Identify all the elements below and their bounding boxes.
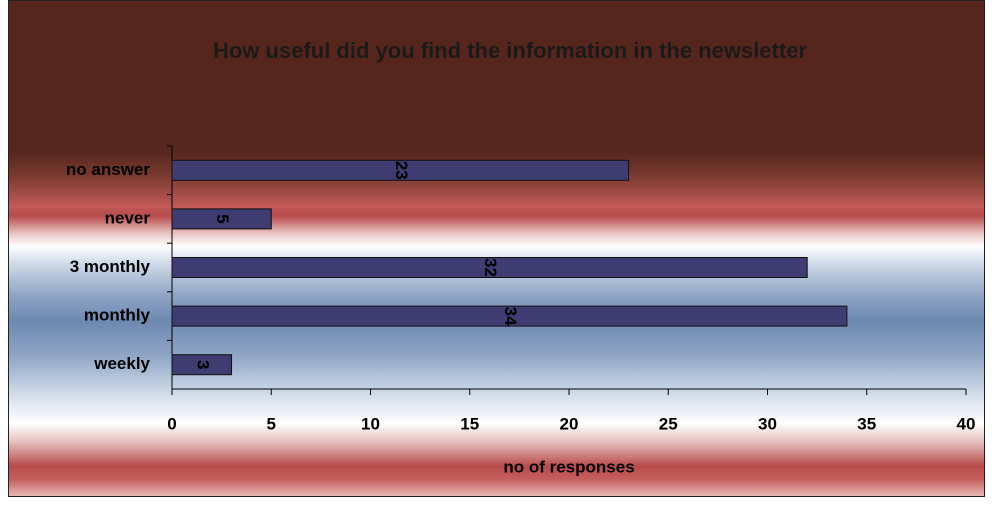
x-tick-label: 35	[857, 414, 876, 433]
x-axis-label: no of responses	[503, 457, 634, 476]
chart-title: How useful did you find the information …	[212, 38, 807, 63]
data-label: 5	[213, 214, 232, 223]
bar	[171, 354, 233, 376]
bar	[171, 208, 272, 230]
data-label: 3	[193, 360, 212, 369]
x-tick-label: 0	[167, 414, 176, 433]
y-tick-label: no answer	[66, 160, 150, 179]
bar	[171, 305, 848, 327]
y-tick-label: monthly	[84, 306, 151, 325]
data-label: 23	[392, 161, 411, 180]
x-tick-label: 40	[957, 414, 976, 433]
bar	[171, 257, 808, 278]
chart-background	[8, 0, 985, 497]
y-tick-label: 3 monthly	[70, 257, 151, 276]
x-tick-label: 5	[267, 414, 276, 433]
x-tick-label: 20	[560, 414, 579, 433]
y-tick-label: never	[105, 208, 151, 227]
data-label: 34	[501, 307, 520, 326]
data-label: 32	[481, 258, 500, 277]
y-tick-label: weekly	[93, 354, 150, 373]
x-tick-label: 30	[758, 414, 777, 433]
x-tick-label: 15	[460, 414, 479, 433]
x-tick-label: 10	[361, 414, 380, 433]
bar	[171, 159, 630, 181]
x-tick-label: 25	[659, 414, 678, 433]
